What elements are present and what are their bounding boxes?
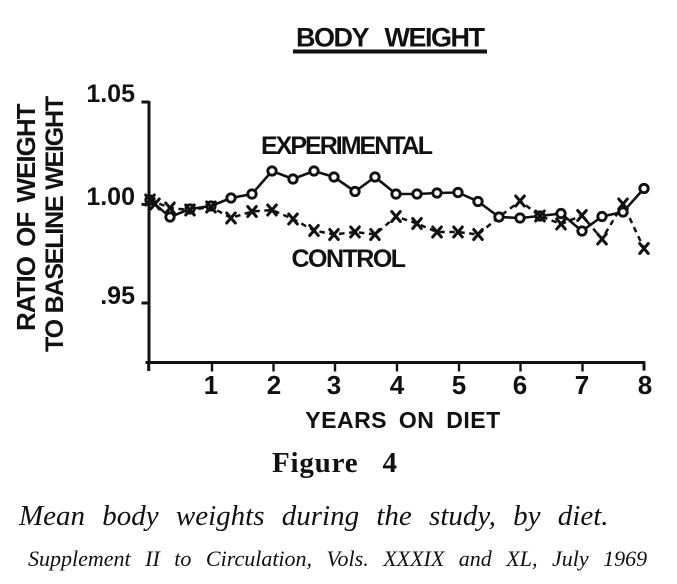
svg-text:.95: .95 <box>100 282 135 310</box>
svg-text:CONTROL: CONTROL <box>291 245 405 273</box>
svg-text:YEARS ON DIET: YEARS ON DIET <box>305 407 500 433</box>
svg-text:TO BASELINE WEIGHT: TO BASELINE WEIGHT <box>41 96 69 352</box>
svg-text:2: 2 <box>267 370 281 400</box>
svg-text:EXPERIMENTAL: EXPERIMENTAL <box>261 132 433 160</box>
svg-text:Figure 4: Figure 4 <box>272 447 398 479</box>
svg-text:Supplement II to Circulation,: Supplement II to Circulation, Vols. XXXI… <box>28 546 647 571</box>
svg-text:1.00: 1.00 <box>86 183 135 211</box>
svg-text:1.05: 1.05 <box>86 80 135 108</box>
svg-text:6: 6 <box>513 370 527 400</box>
svg-text:3: 3 <box>327 370 341 400</box>
svg-text:Mean body weights during the s: Mean body weights during the study, by d… <box>18 500 609 532</box>
svg-text:RATIO OF WEIGHT: RATIO OF WEIGHT <box>11 103 41 331</box>
svg-text:BODY WEIGHT: BODY WEIGHT <box>296 22 486 52</box>
svg-text:7: 7 <box>575 370 589 400</box>
svg-text:8: 8 <box>638 370 652 400</box>
svg-text:5: 5 <box>452 370 466 400</box>
svg-text:4: 4 <box>390 370 405 400</box>
svg-text:1: 1 <box>204 370 218 400</box>
